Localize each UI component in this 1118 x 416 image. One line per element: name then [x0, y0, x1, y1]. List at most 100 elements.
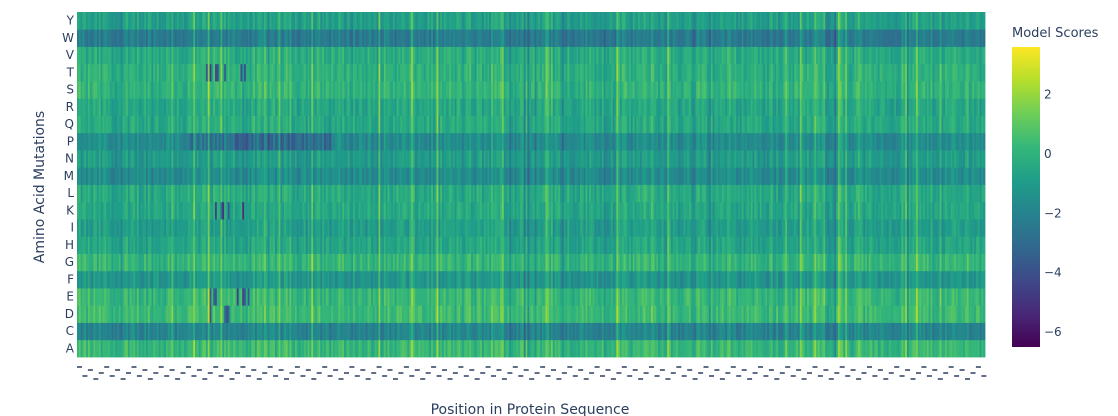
heatmap-cell [570, 253, 574, 272]
heatmap-cell [118, 253, 121, 272]
heatmap-cell [187, 270, 190, 289]
heatmap-cell [812, 184, 815, 203]
heatmap-cell [649, 201, 652, 220]
heatmap-cell [271, 253, 274, 272]
heatmap-cell [832, 184, 835, 203]
heatmap-cell [959, 184, 962, 203]
heatmap-cell [696, 322, 699, 341]
heatmap-cell [583, 219, 586, 237]
heatmap-cell [362, 236, 365, 254]
heatmap-cell [262, 339, 265, 358]
heatmap-cell [836, 184, 839, 203]
heatmap-cell [823, 305, 826, 323]
heatmap-cell [730, 270, 733, 289]
heatmap-cell [578, 305, 581, 323]
heatmap-cell [274, 305, 278, 323]
heatmap-cell [930, 201, 933, 220]
heatmap-cell [380, 288, 383, 306]
heatmap-cell [391, 184, 394, 203]
heatmap-cell [532, 253, 536, 272]
heatmap-cell [803, 236, 806, 254]
heatmap-cell [182, 339, 185, 358]
heatmap-cell [879, 236, 882, 254]
heatmap-cell [558, 253, 561, 272]
heatmap-cell [521, 201, 525, 220]
heatmap-cell [438, 236, 441, 254]
heatmap-cell [639, 253, 643, 272]
heatmap-cell [84, 305, 87, 323]
heatmap-cell [89, 236, 92, 254]
heatmap-cell [316, 184, 319, 203]
heatmap-cell [935, 219, 939, 237]
heatmap-cell [885, 253, 888, 272]
heatmap-cell [627, 322, 630, 341]
heatmap-cell [770, 288, 773, 306]
heatmap-cell [234, 201, 238, 220]
heatmap-cell [656, 270, 659, 289]
heatmap-cell [82, 236, 85, 254]
heatmap-cell [104, 305, 107, 323]
heatmap-cell [422, 322, 425, 341]
heatmap-cell [120, 184, 123, 203]
heatmap-cell [249, 305, 252, 323]
heatmap-cell [912, 288, 915, 306]
heatmap-cell [140, 339, 143, 358]
heatmap-cell [284, 339, 287, 358]
heatmap-cell [828, 201, 832, 220]
heatmap-cell [165, 322, 169, 341]
heatmap-cell [496, 322, 499, 341]
heatmap-cell [245, 236, 249, 254]
heatmap-cell [612, 219, 615, 237]
heatmap-cell [392, 305, 396, 323]
heatmap-cell [827, 339, 830, 358]
heatmap-cell [531, 305, 534, 323]
heatmap-cell [231, 236, 234, 254]
heatmap-cell [708, 253, 712, 272]
heatmap-cell [505, 219, 508, 237]
heatmap-cell [505, 288, 508, 306]
heatmap-cell [182, 219, 185, 237]
heatmap-cell [322, 236, 325, 254]
heatmap-cell [534, 288, 537, 306]
heatmap-cell [371, 184, 374, 203]
heatmap-cell [712, 219, 715, 237]
heatmap-cell [939, 184, 942, 203]
heatmap-cell [233, 253, 236, 272]
heatmap-cell [549, 236, 552, 254]
heatmap-cell [171, 236, 174, 254]
heatmap-cell [109, 288, 112, 306]
heatmap-cell [543, 236, 546, 254]
heatmap-cell [356, 305, 359, 323]
heatmap-cell [178, 305, 181, 323]
heatmap-cell [705, 270, 708, 289]
heatmap-cell [679, 270, 683, 289]
heatmap-cell [334, 339, 338, 358]
heatmap-cell [178, 288, 181, 306]
heatmap-cell [531, 236, 534, 254]
heatmap-cell [481, 184, 485, 203]
heatmap-cell [175, 253, 178, 272]
heatmap-cell [629, 253, 632, 272]
heatmap-cell [378, 184, 381, 203]
heatmap-cell [623, 339, 626, 358]
heatmap-cell [106, 288, 109, 306]
heatmap-cell [353, 339, 356, 358]
heatmap-cell [142, 288, 145, 306]
heatmap-cell [327, 322, 330, 341]
heatmap-cell [948, 288, 951, 306]
heatmap-cell [362, 339, 365, 358]
heatmap-cell [135, 184, 138, 203]
heatmap-cell [719, 184, 723, 203]
heatmap-cell [799, 322, 802, 341]
heatmap-cell [821, 322, 824, 341]
heatmap-cell [661, 322, 664, 341]
heatmap-cell [87, 288, 91, 306]
heatmap-cell [563, 305, 566, 323]
heatmap-cell [146, 288, 149, 306]
heatmap-cell [861, 219, 864, 237]
heatmap-cell [667, 322, 670, 341]
heatmap-cell [870, 219, 873, 237]
heatmap-cell [543, 219, 546, 237]
heatmap-cell [965, 219, 968, 237]
heatmap-cell [905, 253, 908, 272]
